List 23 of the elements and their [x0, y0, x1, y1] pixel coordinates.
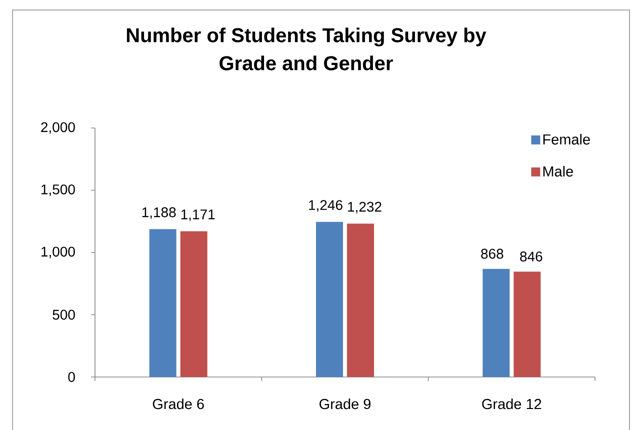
data-label: 1,246	[309, 200, 342, 212]
bar	[316, 222, 344, 377]
y-tick-label: 2,000	[41, 122, 75, 134]
y-tick-label: 1,000	[42, 246, 75, 258]
legend-label: Female	[543, 134, 590, 145]
data-label: 846	[520, 252, 542, 262]
chart-title: Number of Students Taking Survey by Grade and Gender	[126, 28, 486, 70]
y-tick-label: 500	[52, 310, 75, 320]
bar	[347, 224, 374, 377]
data-label: 868	[481, 248, 504, 259]
bar	[482, 268, 510, 377]
bar	[180, 231, 208, 377]
x-tick-label: Grade 6	[152, 398, 204, 410]
bar	[514, 272, 541, 377]
x-tick-label: Grade 9	[320, 398, 371, 410]
y-tick-label: 0	[68, 372, 75, 382]
bar	[149, 229, 176, 377]
y-tick-label: 1,500	[42, 184, 75, 196]
legend-label: Male	[543, 166, 573, 177]
x-tick-label: Grade 12	[482, 398, 542, 410]
data-label: 1,171	[181, 210, 215, 221]
data-label: 1,232	[348, 202, 382, 214]
data-label: 1,188	[142, 207, 176, 219]
